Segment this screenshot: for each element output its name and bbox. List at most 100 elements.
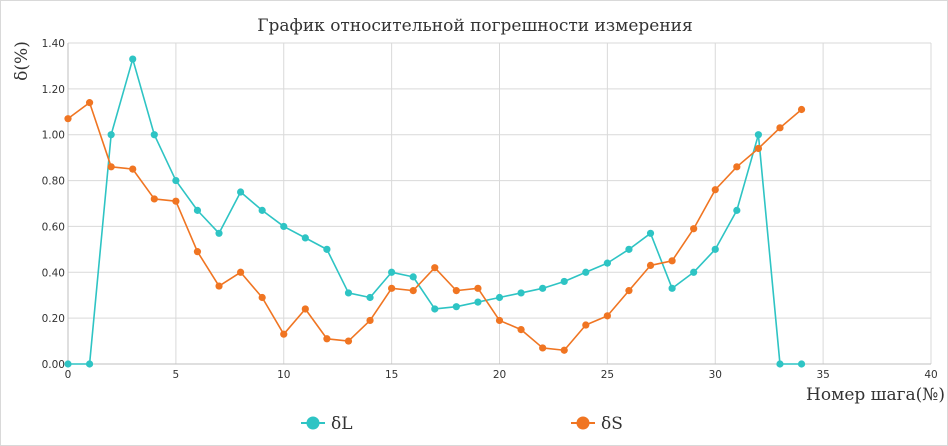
data-point bbox=[301, 234, 309, 242]
data-point bbox=[215, 229, 223, 237]
x-tick-label: 30 bbox=[709, 369, 722, 381]
data-point bbox=[258, 293, 266, 302]
data-point bbox=[711, 186, 719, 194]
data-point bbox=[754, 144, 763, 153]
x-axis-label: Номер шага(№) bbox=[806, 385, 945, 405]
data-point bbox=[517, 326, 525, 334]
y-tick-label: 1.20 bbox=[42, 84, 65, 96]
data-point bbox=[539, 344, 547, 352]
data-point bbox=[172, 197, 180, 205]
data-point bbox=[711, 245, 719, 253]
data-point bbox=[582, 268, 590, 276]
data-point bbox=[366, 293, 374, 302]
legend-label: δS bbox=[601, 414, 623, 434]
y-tick-label: 0.80 bbox=[42, 176, 65, 188]
data-point bbox=[107, 131, 115, 139]
data-point bbox=[690, 268, 698, 276]
data-point bbox=[625, 245, 633, 253]
data-point bbox=[474, 284, 482, 292]
data-point bbox=[193, 248, 202, 256]
grid bbox=[68, 42, 932, 364]
legend: δL δS bbox=[301, 414, 623, 434]
data-point bbox=[344, 289, 353, 297]
data-point bbox=[366, 316, 374, 325]
x-tick-label: 20 bbox=[493, 369, 506, 381]
data-point bbox=[280, 222, 288, 231]
data-point bbox=[193, 206, 202, 214]
y-tick-label: 0.40 bbox=[42, 267, 65, 279]
y-tick-label: 0.20 bbox=[42, 313, 65, 325]
data-point bbox=[388, 268, 396, 276]
data-point bbox=[64, 115, 72, 123]
data-point bbox=[301, 305, 309, 313]
data-point bbox=[776, 124, 784, 132]
x-tick-label: 10 bbox=[277, 369, 290, 381]
data-point bbox=[797, 360, 806, 368]
data-point bbox=[150, 131, 158, 139]
x-tick-label: 40 bbox=[924, 369, 937, 381]
data-point bbox=[560, 277, 568, 286]
data-point bbox=[85, 360, 94, 368]
series-1 bbox=[64, 55, 806, 368]
data-point bbox=[797, 105, 806, 114]
data-point bbox=[431, 305, 439, 313]
data-point bbox=[452, 287, 460, 295]
data-point bbox=[64, 360, 72, 368]
data-point bbox=[129, 165, 137, 173]
data-point bbox=[646, 229, 655, 237]
data-point bbox=[668, 284, 676, 292]
data-point bbox=[237, 268, 245, 276]
data-point bbox=[107, 163, 115, 171]
data-point bbox=[517, 289, 525, 297]
data-point bbox=[603, 312, 611, 320]
series-2 bbox=[64, 99, 806, 354]
data-point bbox=[582, 321, 590, 329]
data-point bbox=[129, 55, 137, 63]
data-point bbox=[776, 360, 784, 368]
data-point bbox=[474, 298, 482, 306]
y-tick-label: 1.00 bbox=[42, 130, 65, 142]
y-tick-label: 0.00 bbox=[42, 359, 65, 371]
data-point bbox=[646, 261, 655, 270]
legend-swatch-marker bbox=[576, 416, 590, 430]
data-point bbox=[237, 188, 245, 196]
x-tick-label: 25 bbox=[601, 369, 614, 381]
data-point bbox=[539, 284, 547, 292]
x-tick-label: 35 bbox=[816, 369, 829, 381]
data-point bbox=[388, 284, 396, 292]
data-point bbox=[215, 282, 223, 290]
data-point bbox=[323, 245, 331, 253]
x-tick-label: 15 bbox=[385, 369, 398, 381]
legend-item: δL bbox=[301, 414, 353, 434]
data-point bbox=[172, 176, 180, 185]
data-point bbox=[733, 206, 741, 214]
data-point bbox=[409, 287, 417, 295]
data-point bbox=[431, 264, 439, 272]
legend-item: δS bbox=[571, 414, 623, 434]
x-axis-ticks: 0 5 10 15 20 25 30 35 40 bbox=[65, 369, 938, 381]
legend-swatch-marker bbox=[306, 416, 320, 430]
data-point bbox=[625, 287, 633, 295]
series bbox=[64, 55, 806, 368]
data-point bbox=[560, 346, 568, 354]
data-point bbox=[495, 293, 504, 302]
data-point bbox=[323, 335, 331, 343]
data-point bbox=[754, 131, 763, 139]
y-axis-ticks: 0.00 0.20 0.40 0.60 0.80 1.00 1.20 1.40 bbox=[42, 38, 65, 371]
x-tick-label: 5 bbox=[173, 369, 180, 381]
data-point bbox=[85, 99, 94, 107]
y-tick-label: 0.60 bbox=[42, 221, 65, 233]
data-point bbox=[603, 259, 611, 267]
chart-title: График относительной погрешности измерен… bbox=[257, 16, 692, 36]
y-tick-label: 1.40 bbox=[42, 38, 65, 50]
data-point bbox=[690, 225, 698, 233]
data-point bbox=[344, 337, 353, 345]
data-point bbox=[452, 303, 460, 311]
x-tick-label: 0 bbox=[65, 369, 72, 381]
legend-label: δL bbox=[331, 414, 353, 434]
data-point bbox=[495, 316, 504, 325]
y-axis-label: δ(%) bbox=[12, 41, 32, 81]
data-point bbox=[258, 206, 266, 214]
